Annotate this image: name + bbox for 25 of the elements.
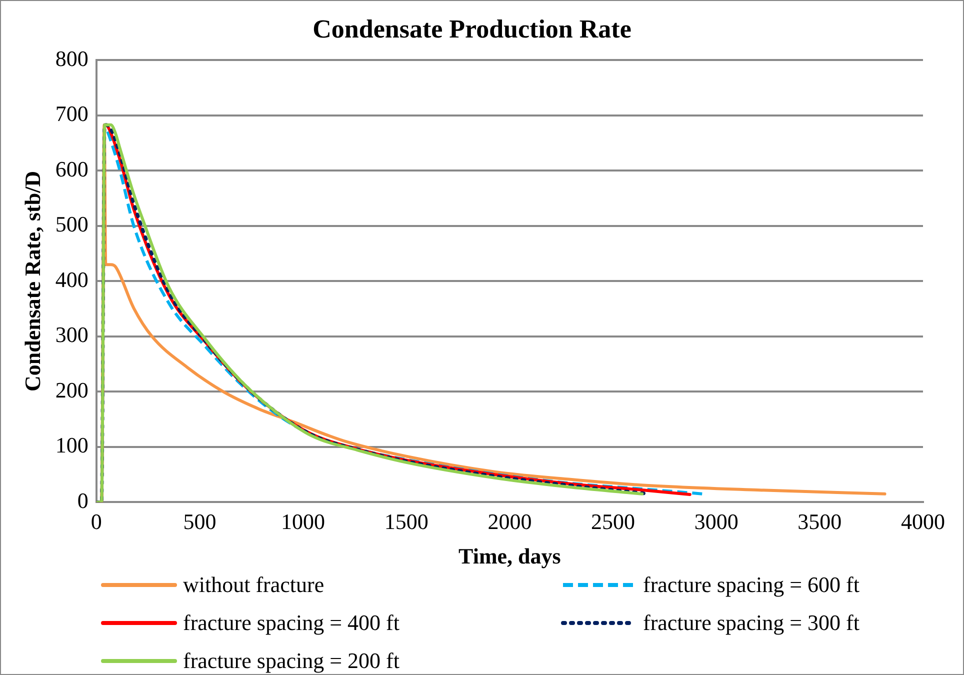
x-tick-label: 3500 (798, 509, 842, 534)
x-axis-title: Time, days (458, 543, 562, 568)
legend-label: without fracture (183, 572, 324, 598)
y-tick-label: 0 (77, 488, 88, 513)
x-tick-label: 3000 (694, 509, 738, 534)
legend-label: fracture spacing = 200 ft (183, 648, 400, 674)
y-tick-label: 500 (55, 212, 88, 237)
y-tick-label: 400 (55, 266, 88, 292)
x-tick-label: 1000 (281, 509, 326, 534)
y-tick-label: 300 (55, 322, 88, 348)
y-axis-title: Condensate Rate, stb/D (20, 170, 45, 392)
y-tick-label: 600 (55, 156, 88, 182)
x-tick-label: 500 (183, 509, 216, 534)
y-tick-label: 700 (55, 101, 88, 126)
y-tick-label: 200 (55, 377, 88, 402)
x-tick-label: 1500 (384, 509, 428, 534)
y-tick-label: 100 (55, 432, 88, 458)
x-tick-label: 2000 (488, 509, 532, 534)
x-tick-label: 4000 (901, 509, 945, 534)
chart-title: Condensate Production Rate (312, 14, 632, 44)
legend-label: fracture spacing = 600 ft (643, 572, 860, 598)
legend-label: fracture spacing = 400 ft (183, 610, 400, 636)
y-tick-label: 800 (55, 46, 88, 71)
x-tick-label: 2500 (591, 509, 636, 534)
legend-label: fracture spacing = 300 ft (643, 610, 860, 636)
